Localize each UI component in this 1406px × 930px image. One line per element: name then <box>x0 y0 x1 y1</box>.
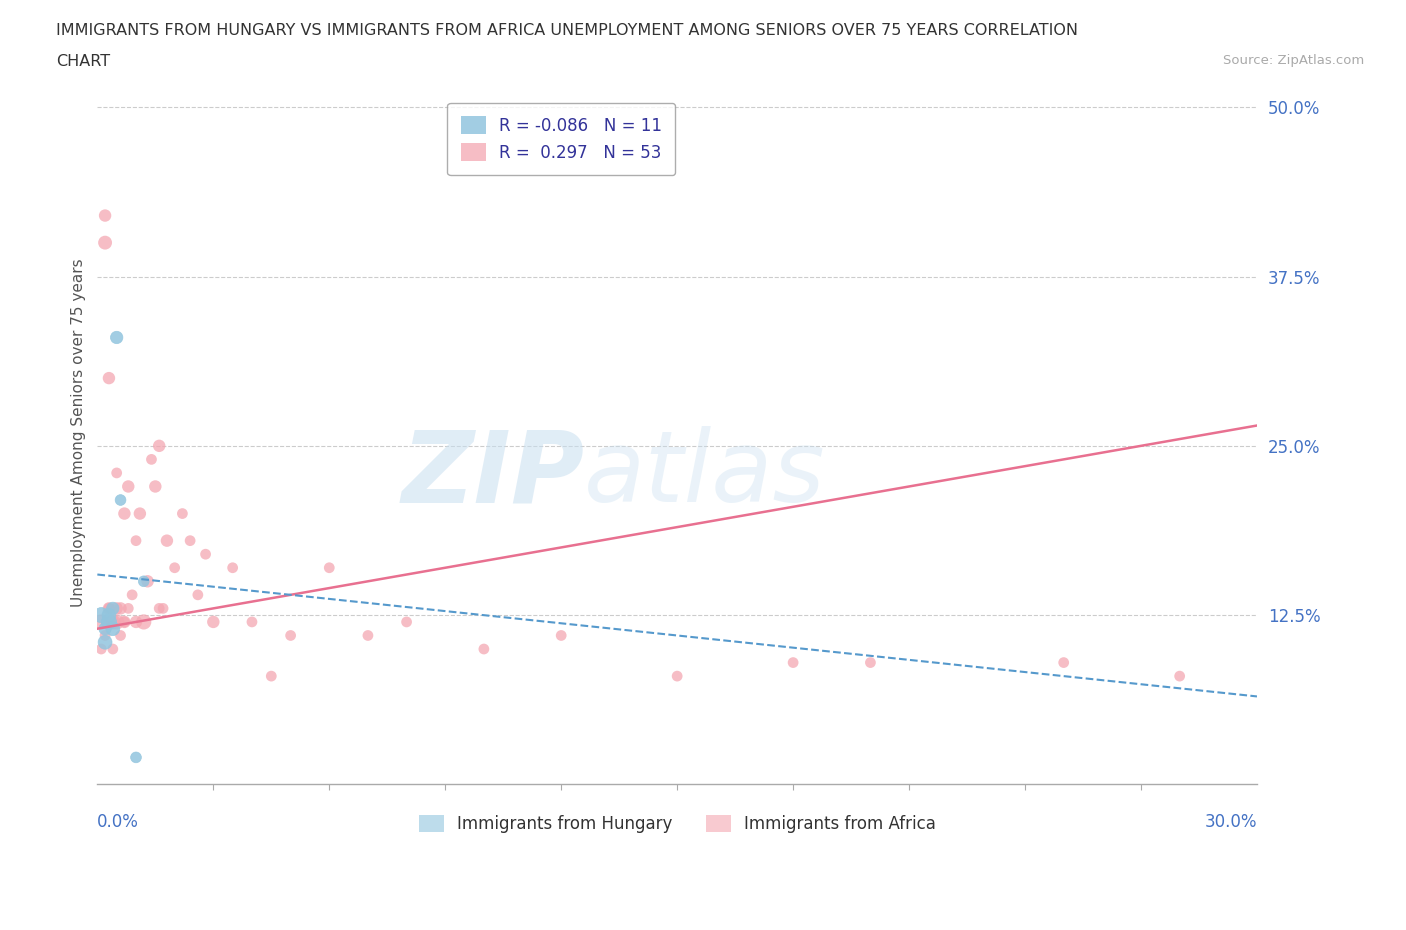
Point <box>117 479 139 494</box>
Point <box>101 601 124 616</box>
Point <box>156 533 179 548</box>
Point <box>194 547 217 562</box>
Point <box>94 208 117 223</box>
Point <box>221 560 243 575</box>
Point <box>101 615 124 630</box>
Point <box>318 560 340 575</box>
Point <box>101 621 124 636</box>
Point <box>94 628 117 643</box>
Point <box>187 588 209 603</box>
Point <box>148 438 170 453</box>
Point <box>97 601 120 616</box>
Point <box>125 533 148 548</box>
Point <box>163 560 186 575</box>
Point <box>97 601 120 616</box>
Point <box>136 574 159 589</box>
Text: atlas: atlas <box>585 426 825 523</box>
Point <box>97 615 120 630</box>
Point <box>240 615 263 630</box>
Point <box>90 642 112 657</box>
Point <box>112 506 135 521</box>
Point <box>97 607 120 622</box>
Point <box>782 655 804 670</box>
Text: 30.0%: 30.0% <box>1205 813 1257 830</box>
Point <box>125 750 148 764</box>
Point <box>132 574 155 589</box>
Text: CHART: CHART <box>56 54 110 69</box>
Text: 0.0%: 0.0% <box>97 813 139 830</box>
Point <box>94 621 117 636</box>
Point <box>666 669 689 684</box>
Point <box>357 628 380 643</box>
Point <box>132 615 155 630</box>
Point <box>112 615 135 630</box>
Point <box>1053 655 1076 670</box>
Point <box>172 506 194 521</box>
Point <box>94 235 117 250</box>
Point <box>105 466 128 481</box>
Point <box>148 601 170 616</box>
Point <box>112 615 135 630</box>
Point <box>280 628 302 643</box>
Point <box>260 669 283 684</box>
Point <box>94 635 117 650</box>
Point <box>202 615 225 630</box>
Text: Source: ZipAtlas.com: Source: ZipAtlas.com <box>1223 54 1364 67</box>
Point <box>110 601 132 616</box>
Point <box>472 642 495 657</box>
Point <box>90 607 112 622</box>
Point <box>550 628 572 643</box>
Point <box>97 371 120 386</box>
Point <box>1168 669 1191 684</box>
Y-axis label: Unemployment Among Seniors over 75 years: Unemployment Among Seniors over 75 years <box>72 258 86 606</box>
Point <box>90 615 112 630</box>
Point <box>125 615 148 630</box>
Point <box>110 493 132 508</box>
Point <box>141 452 163 467</box>
Point <box>105 330 128 345</box>
Point <box>143 479 166 494</box>
Point <box>105 615 128 630</box>
Point <box>101 615 124 630</box>
Point <box>110 628 132 643</box>
Text: IMMIGRANTS FROM HUNGARY VS IMMIGRANTS FROM AFRICA UNEMPLOYMENT AMONG SENIORS OVE: IMMIGRANTS FROM HUNGARY VS IMMIGRANTS FR… <box>56 23 1078 38</box>
Point <box>121 588 143 603</box>
Point <box>105 601 128 616</box>
Point <box>117 601 139 616</box>
Text: ZIP: ZIP <box>401 426 585 523</box>
Point <box>152 601 174 616</box>
Point <box>179 533 201 548</box>
Point <box>859 655 882 670</box>
Point <box>128 506 150 521</box>
Point <box>101 642 124 657</box>
Legend: Immigrants from Hungary, Immigrants from Africa: Immigrants from Hungary, Immigrants from… <box>412 808 942 840</box>
Point <box>395 615 418 630</box>
